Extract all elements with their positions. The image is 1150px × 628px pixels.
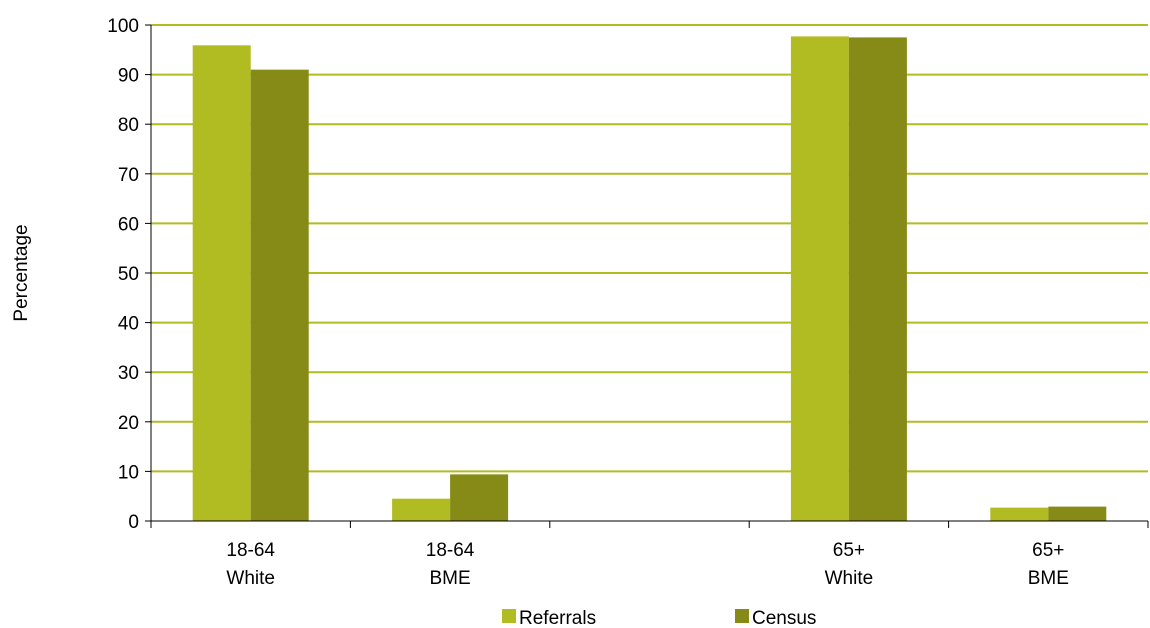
y-tick-label: 50 [118, 264, 139, 285]
axes [145, 24, 1149, 528]
bar-referrals-3 [790, 36, 849, 522]
gridlines [151, 24, 1148, 473]
y-tick-label: 100 [107, 16, 139, 37]
legend-swatch-referrals [502, 609, 516, 623]
bar-census-0 [250, 69, 309, 521]
y-tick-label: 10 [118, 462, 139, 483]
y-tick-label: 60 [118, 214, 139, 235]
category-label: 18-64 [226, 540, 275, 561]
y-tick-label: 20 [118, 413, 139, 434]
y-tick-label: 0 [128, 512, 139, 533]
category-label: 18-64 [426, 540, 475, 561]
bar-census-3 [848, 37, 907, 522]
legend-swatch-census [735, 609, 749, 623]
y-axis-label: Percentage [11, 224, 32, 321]
bar-referrals-0 [192, 45, 251, 521]
y-tick-labels: 0 10 20 30 40 50 60 70 80 90 100 [107, 16, 139, 533]
category-label: 65+ [1032, 540, 1064, 561]
legend-label-census: Census [752, 608, 816, 628]
bars [192, 36, 1107, 522]
category-label: White [226, 568, 275, 589]
bar-census-4 [1048, 506, 1107, 521]
category-label: BME [430, 568, 471, 589]
bar-referrals-4 [990, 507, 1049, 521]
y-tick-label: 90 [118, 66, 139, 87]
category-label: 65+ [833, 540, 865, 561]
y-tick-label: 80 [118, 115, 139, 136]
bar-referrals-1 [392, 498, 451, 521]
bar-census-1 [450, 474, 509, 521]
category-labels: 18-64 White 18-64 BME 65+ White 65+ BME [226, 540, 1068, 589]
y-tick-label: 30 [118, 363, 139, 384]
legend: Referrals Census [502, 608, 816, 628]
y-tick-label: 40 [118, 314, 139, 335]
legend-label-referrals: Referrals [519, 608, 596, 628]
category-label: BME [1028, 568, 1069, 589]
y-tick-label: 70 [118, 165, 139, 186]
category-label: White [825, 568, 874, 589]
